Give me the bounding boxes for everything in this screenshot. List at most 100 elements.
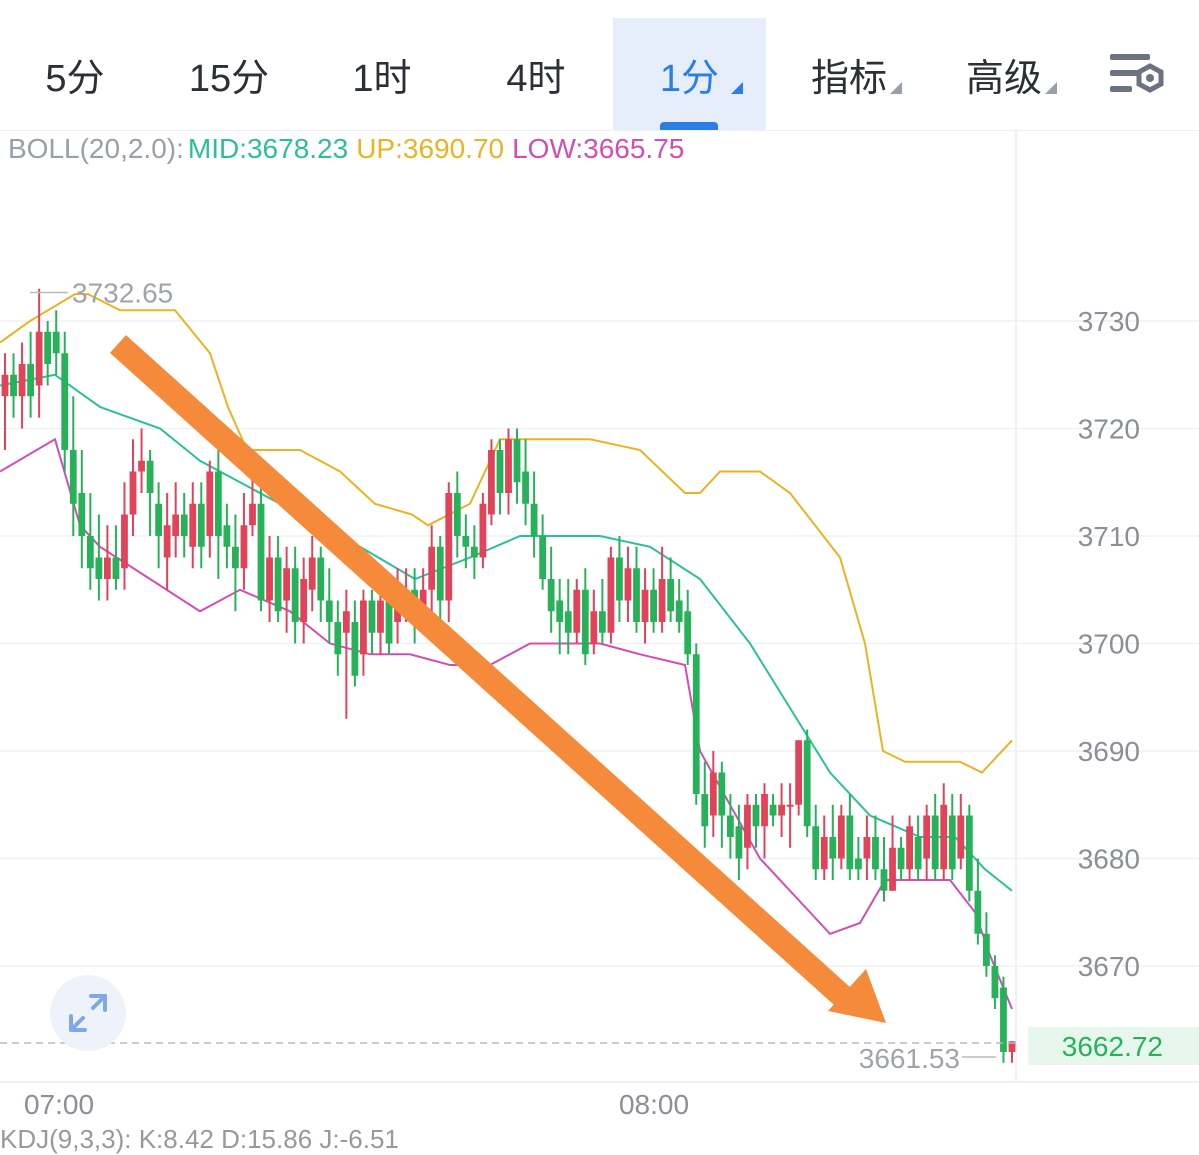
candle-body	[453, 493, 461, 536]
candle	[573, 579, 581, 644]
candle	[470, 525, 478, 579]
candle-body	[291, 568, 299, 622]
x-tick-label: 07:00	[24, 1089, 94, 1120]
y-tick-label: 3710	[1078, 521, 1140, 552]
candle	[249, 471, 256, 536]
candle-body	[573, 589, 581, 633]
candle-body	[342, 611, 350, 633]
chart-settings-button[interactable]	[1100, 40, 1170, 110]
candle-body	[308, 557, 316, 590]
candle	[35, 288, 43, 418]
candle-body	[138, 460, 145, 472]
candle-body	[146, 460, 154, 493]
candle-body	[266, 557, 273, 601]
candle	[274, 536, 282, 622]
candle	[761, 783, 768, 859]
candle	[172, 482, 180, 558]
candle	[744, 794, 751, 870]
candle-body	[462, 536, 470, 547]
chart-settings-icon	[1110, 54, 1164, 93]
expand-icon	[69, 994, 107, 1032]
candle-body	[684, 611, 692, 655]
candle	[897, 837, 905, 880]
candle	[590, 589, 598, 655]
candle-body	[368, 600, 376, 633]
candle-body	[155, 503, 163, 536]
candle	[257, 482, 265, 612]
candle	[360, 589, 367, 676]
candle	[795, 740, 803, 816]
candle	[769, 794, 777, 827]
candle-body	[718, 772, 726, 816]
candle-body	[982, 933, 990, 966]
candle	[513, 428, 521, 504]
candle	[974, 858, 982, 945]
candle	[667, 557, 675, 622]
tab-5min[interactable]: 5分	[12, 18, 138, 130]
tab-1hour[interactable]: 1时	[318, 18, 446, 130]
candle	[650, 568, 657, 633]
fullscreen-button[interactable]	[50, 975, 126, 1051]
candle-body	[889, 847, 896, 891]
candle	[1, 353, 9, 450]
candle-body	[556, 600, 564, 622]
candle	[368, 589, 376, 655]
candle	[27, 331, 35, 418]
candle-body	[761, 794, 768, 827]
candle	[223, 503, 231, 569]
tab-advanced[interactable]: 高级	[945, 18, 1063, 130]
candle	[342, 589, 350, 719]
candle	[308, 536, 316, 612]
candle	[616, 536, 623, 622]
boll-lower-line	[0, 437, 1013, 1010]
candle-body	[923, 815, 931, 859]
candle-body	[863, 837, 871, 859]
candle-body	[479, 503, 487, 558]
candle-body	[641, 589, 649, 622]
candle	[146, 450, 154, 536]
candle-body	[991, 966, 999, 999]
candle	[547, 546, 555, 633]
candle	[718, 761, 726, 848]
candle-body	[488, 450, 495, 515]
high-price-marker: 3732.65	[72, 278, 173, 309]
candle	[556, 579, 564, 655]
candle-body	[249, 503, 256, 526]
candle	[948, 794, 956, 880]
candle	[351, 600, 359, 687]
current-price-badge	[1028, 1027, 1199, 1065]
candle	[86, 493, 94, 590]
candle-body	[223, 525, 231, 547]
tab-4hour[interactable]: 4时	[472, 18, 600, 130]
candle-body	[564, 611, 572, 633]
candle	[581, 568, 589, 665]
candle-body	[86, 536, 94, 569]
candle	[334, 600, 342, 676]
candle	[658, 546, 666, 633]
candle-body	[965, 815, 973, 891]
candle-body	[232, 546, 239, 569]
candle	[923, 804, 931, 880]
y-tick-label: 3690	[1078, 736, 1140, 767]
candle	[633, 546, 640, 633]
candle-body	[69, 450, 77, 504]
candle-body	[786, 804, 794, 807]
candle-body	[1008, 1041, 1016, 1052]
candle	[539, 514, 547, 590]
y-tick-label: 3680	[1078, 844, 1140, 875]
tab-label: 4时	[506, 57, 566, 100]
candle	[607, 546, 615, 644]
time-axis-labels: 07:00 08:00	[24, 1089, 689, 1120]
candle	[940, 783, 948, 880]
candle-body	[513, 439, 521, 483]
candle-body	[530, 503, 538, 536]
tab-label: 15分	[188, 57, 270, 100]
tab-1min[interactable]: 1分	[613, 18, 766, 130]
tab-15min[interactable]: 15分	[165, 18, 293, 130]
candle	[522, 439, 529, 526]
candle-body	[163, 525, 171, 558]
tab-indicators[interactable]: 指标	[790, 18, 908, 130]
candle-body	[812, 826, 820, 870]
boll-legend: BOLL(20,2.0): MID:3678.23 UP:3690.70 LOW:36…	[8, 133, 692, 165]
